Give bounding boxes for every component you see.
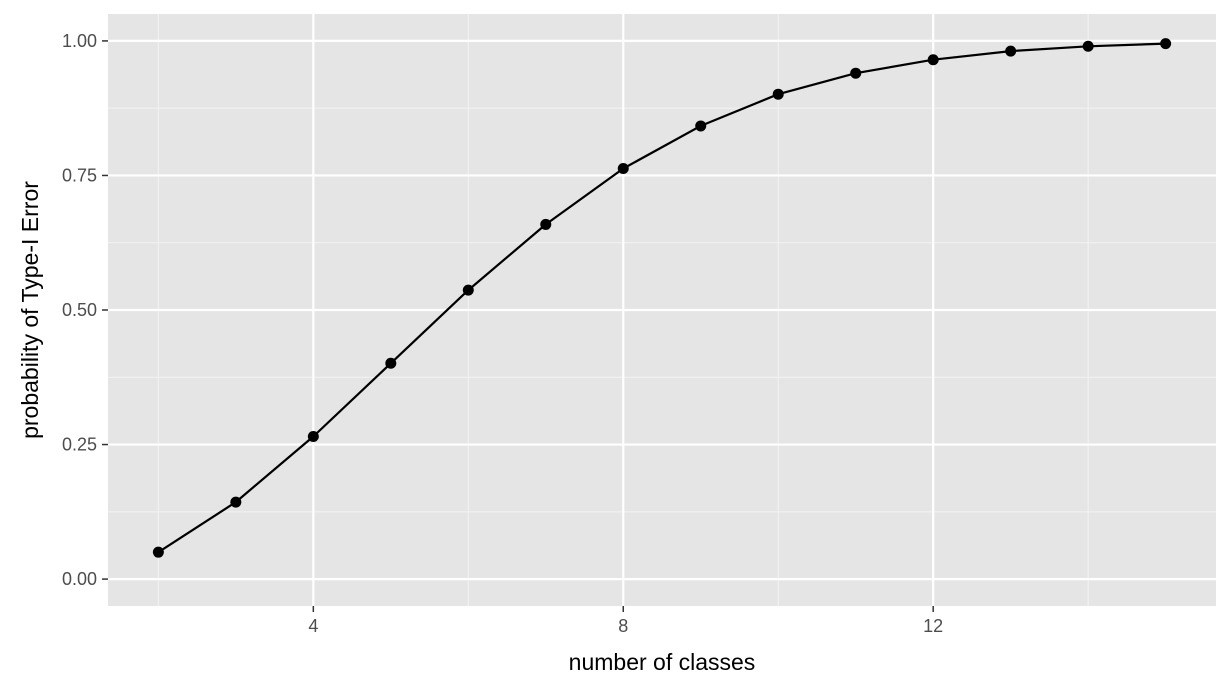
data-point: [618, 163, 629, 174]
y-tick-label: 0.00: [62, 569, 97, 589]
y-axis-title: probability of Type-I Error: [17, 181, 43, 439]
y-tick-label: 0.50: [62, 300, 97, 320]
data-point: [230, 497, 241, 508]
data-point: [1083, 41, 1094, 52]
x-axis-title: number of classes: [569, 649, 756, 675]
data-point: [540, 219, 551, 230]
data-point: [385, 358, 396, 369]
data-point: [308, 431, 319, 442]
data-point: [1160, 38, 1171, 49]
data-point: [773, 89, 784, 100]
data-point: [695, 120, 706, 131]
x-axis: 4 8 12: [308, 606, 943, 636]
y-axis: 0.00 0.25 0.50 0.75 1.00: [62, 31, 108, 589]
data-point: [153, 547, 164, 558]
x-tick-label: 4: [308, 616, 318, 636]
y-tick-label: 0.75: [62, 165, 97, 185]
data-point: [463, 285, 474, 296]
y-tick-label: 1.00: [62, 31, 97, 51]
x-tick-label: 12: [923, 616, 943, 636]
y-tick-label: 0.25: [62, 435, 97, 455]
x-tick-label: 8: [618, 616, 628, 636]
data-point: [850, 68, 861, 79]
data-point: [1005, 46, 1016, 57]
data-point: [928, 54, 939, 65]
